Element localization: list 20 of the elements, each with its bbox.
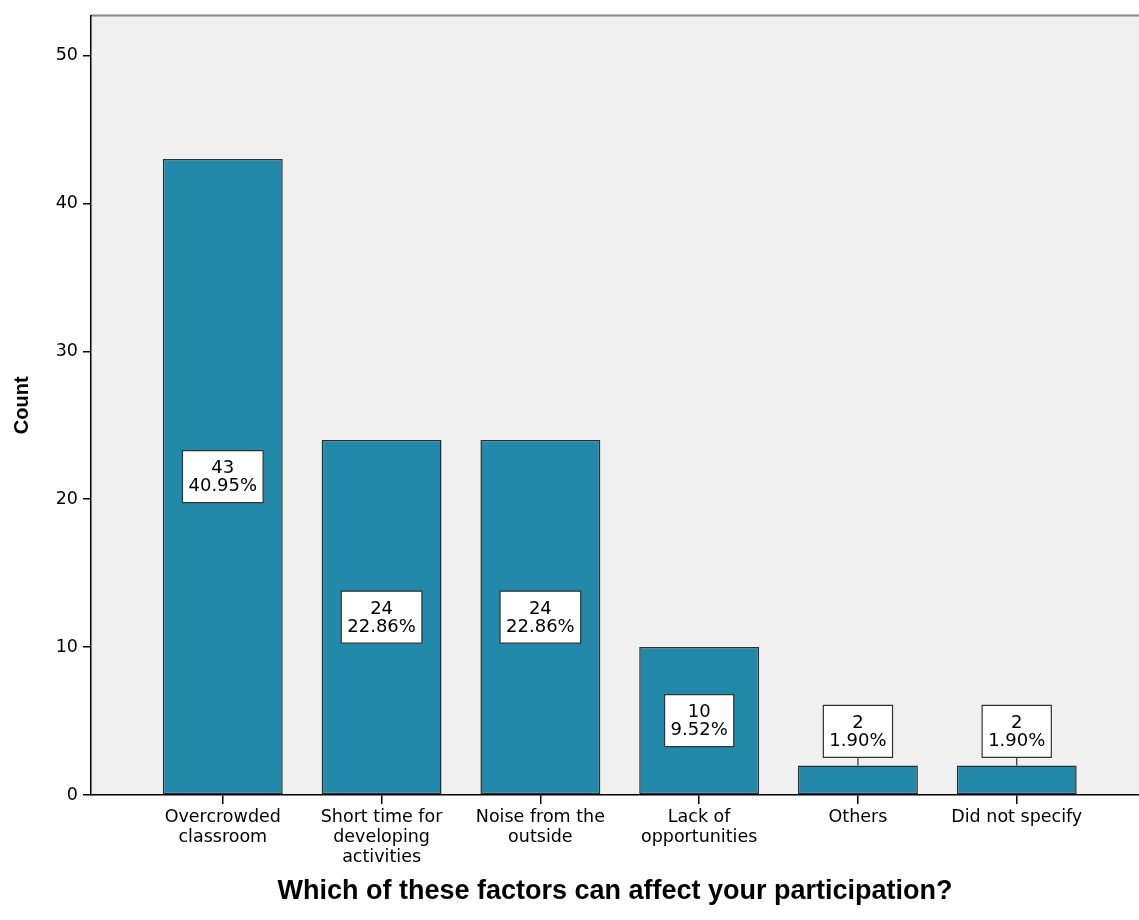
x-axis-title: Which of these factors can affect your participation? [277, 875, 953, 906]
y-tick-label: 10 [55, 635, 78, 656]
data-label: 43 40.95% [188, 456, 258, 496]
data-label: 2 1.90% [988, 711, 1046, 751]
y-tick-label: 0 [66, 783, 78, 804]
x-tick-label: Noise from the outside [475, 805, 605, 846]
data-label: 24 22.86% [506, 596, 575, 636]
data-label: 24 22.86% [347, 596, 416, 636]
x-tick-label: Did not specify [951, 805, 1083, 826]
data-label: 2 1.90% [829, 711, 887, 751]
x-tick-label: Others [828, 805, 888, 826]
data-label: 10 9.52% [670, 700, 728, 740]
y-tick-label: 40 [55, 191, 78, 212]
y-tick-label: 30 [55, 339, 78, 360]
x-tick-label: Overcrowded classroom [164, 805, 281, 846]
x-tick-label: Lack of opportunities [640, 805, 758, 846]
x-tick-label: Short time for developing activities [320, 805, 444, 866]
y-axis-title: Count [9, 376, 32, 435]
y-tick-label: 50 [55, 43, 78, 64]
y-tick-label: 20 [55, 487, 78, 508]
